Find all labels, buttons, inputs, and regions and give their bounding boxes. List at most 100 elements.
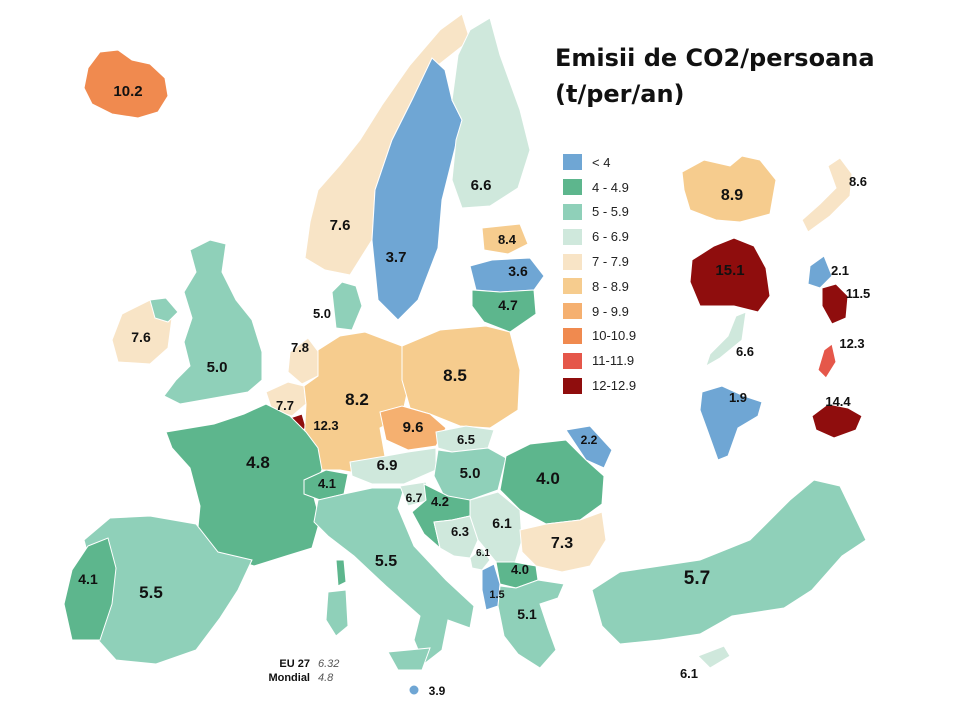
legend-item: 12-12.9 — [563, 373, 636, 398]
world-value: 4.8 — [318, 672, 334, 684]
region-montenegro — [469, 547, 491, 571]
eu27-label: EU 27 — [279, 658, 310, 670]
region-south-korea — [821, 283, 849, 325]
value-label-japan: 8.6 — [849, 174, 867, 189]
value-label-bosnia: 6.3 — [451, 524, 469, 539]
value-label-united-kingdom: 5.0 — [207, 359, 228, 376]
legend-item: 6 - 6.9 — [563, 224, 636, 249]
region-finland — [451, 17, 531, 209]
value-label-norway: 7.6 — [330, 217, 351, 234]
region-japan — [801, 157, 853, 233]
legend-item: 9 - 9.9 — [563, 299, 636, 324]
title-line-2: (t/per/an) — [555, 80, 685, 108]
value-label-china: 8.9 — [721, 187, 743, 204]
value-label-switzerland: 4.1 — [318, 476, 336, 491]
eu27-reference: EU 27 6.32 — [262, 658, 339, 670]
value-label-poland: 8.5 — [443, 366, 467, 385]
value-label-bulgaria: 7.3 — [551, 535, 573, 552]
value-label-serbia: 6.1 — [492, 515, 512, 531]
region-cyprus — [697, 645, 731, 669]
legend-label: 11-11.9 — [592, 353, 635, 369]
region-iceland — [83, 49, 169, 119]
legend-swatch — [563, 154, 582, 171]
region-taiwan — [817, 343, 837, 379]
region-usa — [811, 403, 863, 439]
region-sicily — [387, 647, 431, 671]
legend-swatch — [563, 179, 582, 196]
value-label-italy: 5.5 — [375, 553, 397, 570]
legend-item: 10-10.9 — [563, 324, 636, 349]
value-label-india: 1.9 — [729, 390, 747, 405]
legend-item: 11-11.9 — [563, 348, 636, 373]
legend-item: 8 - 8.9 — [563, 274, 636, 299]
legend-swatch — [563, 203, 582, 220]
value-label-turkey: 5.7 — [684, 568, 710, 589]
value-label-north-korea: 2.1 — [831, 263, 849, 278]
value-label-ireland: 7.6 — [131, 329, 151, 345]
value-label-denmark: 5.0 — [313, 306, 331, 321]
legend-swatch — [563, 303, 582, 320]
region-turkey — [591, 479, 867, 645]
map-title: Emisii de CO2/persoana (t/per/an) — [555, 40, 875, 112]
value-label-france: 4.8 — [246, 453, 270, 472]
legend-label: 5 - 5.9 — [592, 204, 629, 220]
legend-label: 9 - 9.9 — [592, 303, 629, 319]
value-label-north-macedonia: 4.0 — [511, 562, 529, 577]
region-estonia — [481, 223, 529, 255]
value-label-czech-republic: 9.6 — [403, 419, 424, 436]
value-label-albania: 1.5 — [489, 589, 504, 601]
region-india — [699, 385, 763, 461]
region-sweden — [371, 57, 463, 321]
legend-swatch — [563, 278, 582, 295]
region-china — [681, 155, 777, 223]
value-label-portugal: 4.1 — [78, 571, 98, 587]
legend-item: 5 - 5.9 — [563, 200, 636, 225]
region-norway — [304, 13, 471, 276]
value-label-iceland: 10.2 — [113, 83, 142, 100]
legend-item: 4 - 4.9 — [563, 175, 636, 200]
region-poland — [401, 325, 521, 429]
region-new-zealand — [705, 311, 747, 368]
eu27-value: 6.32 — [318, 658, 340, 670]
value-label-new-zealand: 6.6 — [736, 344, 754, 359]
value-label-slovakia: 6.5 — [457, 432, 475, 447]
value-label-luxembourg: 12.3 — [313, 418, 338, 433]
value-label-greece: 5.1 — [517, 606, 537, 622]
value-label-hungary: 5.0 — [460, 465, 481, 482]
legend-swatch — [563, 352, 582, 369]
region-malta — [408, 684, 420, 696]
value-label-sweden: 3.7 — [386, 249, 407, 266]
world-label: Mondial — [268, 672, 310, 684]
legend-label: < 4 — [592, 154, 611, 170]
value-label-austria: 6.9 — [377, 457, 398, 474]
value-label-australia: 15.1 — [715, 262, 744, 279]
value-label-estonia: 8.4 — [498, 232, 517, 247]
legend-label: 10-10.9 — [592, 328, 637, 344]
value-label-moldova: 2.2 — [581, 433, 598, 447]
region-portugal — [63, 537, 117, 641]
region-united-kingdom — [163, 239, 263, 405]
legend-swatch — [563, 253, 582, 270]
title-line-1: Emisii de CO2/persoana — [555, 44, 875, 72]
legend-label: 8 - 8.9 — [592, 278, 629, 294]
region-moldova — [565, 425, 613, 469]
region-bosnia — [433, 515, 479, 559]
value-label-slovenia: 6.7 — [406, 491, 423, 505]
value-label-germany: 8.2 — [345, 390, 369, 409]
region-corsica — [335, 559, 347, 587]
value-label-belgium: 7.7 — [276, 398, 294, 413]
value-label-finland: 6.6 — [471, 177, 492, 194]
legend-swatch — [563, 327, 582, 344]
value-label-spain: 5.5 — [139, 583, 163, 602]
value-label-romania: 4.0 — [536, 469, 560, 488]
value-label-south-korea: 11.5 — [846, 286, 871, 301]
legend-label: 7 - 7.9 — [592, 254, 629, 270]
region-greece — [497, 579, 565, 669]
legend-item: < 4 — [563, 150, 636, 175]
region-northern-ireland — [149, 297, 179, 323]
region-sardinia — [325, 589, 349, 637]
value-label-latvia: 3.6 — [508, 263, 528, 279]
region-lithuania — [471, 289, 537, 333]
region-hungary — [433, 447, 507, 501]
